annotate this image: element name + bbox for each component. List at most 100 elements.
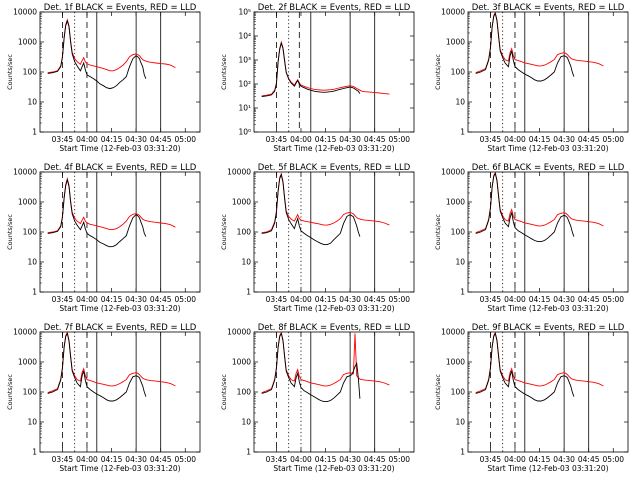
y-tick-label: 1000 xyxy=(18,358,37,367)
series-line-lld xyxy=(261,172,390,234)
plot-frame xyxy=(39,11,201,133)
x-axis-label: Start Time (12-Feb-03 03:31:20) xyxy=(487,464,608,473)
x-tick-label: 04:15 xyxy=(529,135,551,144)
x-tick-label: 04:15 xyxy=(529,455,551,464)
y-tick-label: 1000 xyxy=(446,38,465,47)
panel-det-6f: Det. 6f BLACK = Events, RED = LLD 1 10 100 1… xyxy=(434,163,629,313)
y-tick-label: 1 xyxy=(32,288,37,297)
x-tick-label: 04:45 xyxy=(578,455,600,464)
y-tick-label: 100 xyxy=(451,68,466,77)
x-tick-label: 05:00 xyxy=(388,455,410,464)
time-markers xyxy=(276,172,376,292)
x-tick-label: 04:45 xyxy=(150,455,172,464)
y-tick-label: 1 xyxy=(32,448,37,457)
x-tick-label: 04:00 xyxy=(290,455,312,464)
panel-title: Det. 2f BLACK = Events, RED = LLD xyxy=(258,3,411,13)
y-tick-label: 10 xyxy=(241,418,251,427)
y-axis-label: Counts/sec xyxy=(6,54,14,90)
x-tick-label: 04:45 xyxy=(364,455,386,464)
panel-det-4f: Det. 4f BLACK = Events, RED = LLD 1 10 100 1… xyxy=(6,163,201,313)
x-tick-label: 03:45 xyxy=(266,295,288,304)
time-markers xyxy=(62,172,162,292)
x-tick-label: 03:45 xyxy=(480,135,502,144)
x-axis-label: Start Time (12-Feb-03 03:31:20) xyxy=(59,464,180,473)
panel-title: Det. 1f BLACK = Events, RED = LLD xyxy=(44,3,197,13)
y-tick-label: 10⁰ xyxy=(238,128,251,137)
plot-frame xyxy=(253,11,415,133)
series-line-lld xyxy=(475,11,604,74)
y-tick-label: 100 xyxy=(451,388,466,397)
x-tick-label: 03:45 xyxy=(52,455,74,464)
x-tick-label: 04:00 xyxy=(504,295,526,304)
x-tick-label: 04:45 xyxy=(578,135,600,144)
x-tick-label: 04:00 xyxy=(290,135,312,144)
y-tick-label: 1000 xyxy=(446,198,465,207)
x-tick-label: 04:30 xyxy=(339,135,361,144)
x-tick-label: 03:45 xyxy=(52,135,74,144)
y-tick-label: 10 xyxy=(455,258,465,267)
series-line-lld xyxy=(475,331,604,394)
y-axis-label: Counts/sec xyxy=(220,374,228,410)
y-axis-label: Counts/sec xyxy=(220,214,228,250)
plot-frame xyxy=(39,171,201,293)
y-tick-label: 1000 xyxy=(18,38,37,47)
x-tick-label: 05:00 xyxy=(388,135,410,144)
y-tick-label: 10 xyxy=(241,258,251,267)
y-tick-label: 10000 xyxy=(227,168,251,177)
x-tick-label: 05:00 xyxy=(602,295,624,304)
time-markers xyxy=(490,12,590,132)
x-tick-label: 04:00 xyxy=(76,135,98,144)
x-tick-label: 03:45 xyxy=(266,455,288,464)
x-tick-label: 04:30 xyxy=(339,295,361,304)
y-tick-label: 100 xyxy=(23,68,38,77)
x-tick-label: 04:15 xyxy=(101,455,123,464)
x-tick-label: 04:15 xyxy=(529,295,551,304)
y-tick-label: 1 xyxy=(460,128,465,137)
panel-title: Det. 7f BLACK = Events, RED = LLD xyxy=(44,323,197,333)
x-axis-label: Start Time (12-Feb-03 03:31:20) xyxy=(273,304,394,313)
series-line-events xyxy=(475,172,575,243)
y-tick-label: 100 xyxy=(23,228,38,237)
y-tick-label: 10000 xyxy=(13,168,37,177)
y-tick-label: 10000 xyxy=(441,328,465,337)
y-tick-label: 1 xyxy=(460,448,465,457)
series-line-lld xyxy=(47,176,176,234)
panel-title: Det. 3f BLACK = Events, RED = LLD xyxy=(472,3,625,13)
panel-det-7f: Det. 7f BLACK = Events, RED = LLD 1 10 100 1… xyxy=(6,323,201,473)
x-tick-label: 05:00 xyxy=(174,295,196,304)
x-tick-label: 04:45 xyxy=(364,135,386,144)
y-tick-label: 1 xyxy=(246,288,251,297)
y-axis-label: Counts/sec xyxy=(6,214,14,250)
x-axis-label: Start Time (12-Feb-03 03:31:20) xyxy=(59,304,180,313)
series-line-events xyxy=(47,178,147,248)
x-tick-label: 04:45 xyxy=(150,295,172,304)
y-tick-label: 10000 xyxy=(441,8,465,17)
series-line-events xyxy=(47,19,147,90)
y-tick-label: 100 xyxy=(23,388,38,397)
x-axis-label: Start Time (12-Feb-03 03:31:20) xyxy=(487,304,608,313)
x-tick-label: 05:00 xyxy=(174,455,196,464)
x-tick-label: 03:45 xyxy=(480,295,502,304)
series-line-events xyxy=(261,332,361,403)
y-tick-label: 10 xyxy=(27,258,37,267)
x-tick-label: 04:15 xyxy=(101,295,123,304)
y-tick-label: 10¹ xyxy=(238,104,251,113)
y-tick-label: 1000 xyxy=(18,198,37,207)
y-tick-label: 10 xyxy=(455,98,465,107)
y-tick-label: 10 xyxy=(27,98,37,107)
x-tick-label: 04:30 xyxy=(125,455,147,464)
series-line-lld xyxy=(261,331,390,394)
panel-title: Det. 9f BLACK = Events, RED = LLD xyxy=(472,323,625,333)
x-tick-label: 04:45 xyxy=(578,295,600,304)
time-markers xyxy=(62,332,162,452)
x-tick-label: 04:00 xyxy=(290,295,312,304)
series-line-events xyxy=(475,332,575,402)
panel-det-9f: Det. 9f BLACK = Events, RED = LLD 1 10 100 1… xyxy=(434,323,629,473)
x-tick-label: 03:45 xyxy=(52,295,74,304)
x-tick-label: 05:00 xyxy=(602,455,624,464)
series-line-lld xyxy=(475,171,604,234)
x-tick-label: 04:30 xyxy=(553,135,575,144)
x-tick-label: 04:30 xyxy=(125,135,147,144)
x-tick-label: 04:30 xyxy=(339,455,361,464)
